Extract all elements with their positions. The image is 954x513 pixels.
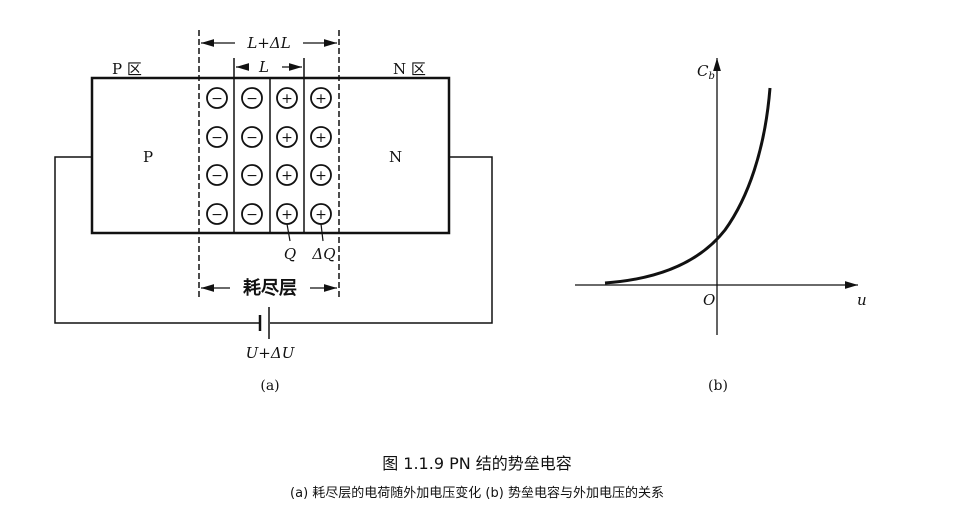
negative-ion-icon — [206, 87, 228, 109]
capacitance-curve — [604, 87, 772, 285]
depletion-label: 耗尽层 — [243, 277, 297, 299]
positive-sign: + — [315, 207, 327, 223]
caption-title: 图 1.1.9 PN 结的势垒电容 — [382, 454, 572, 473]
negative-sign: − — [211, 168, 223, 184]
charge-label: Q — [284, 245, 296, 263]
positive-sign: + — [281, 91, 293, 107]
positive-sign: + — [281, 130, 293, 146]
delta-charge-label: ΔQ — [311, 245, 335, 263]
wire-left — [54, 156, 259, 324]
ion-grid: − − − − − − − − + + + + + + + + — [206, 87, 332, 225]
voltage-label: U+ΔU — [246, 344, 296, 362]
positive-sign: + — [315, 168, 327, 184]
diagram-b-labels: Cb O u (b) — [697, 62, 867, 394]
positive-ion-icon — [276, 87, 298, 109]
negative-ion-icon — [241, 87, 263, 109]
pn-junction-diagram — [54, 30, 493, 339]
y-axis-label: Cb — [697, 62, 715, 82]
p-region-label: P 区 — [112, 60, 142, 78]
negative-sign: − — [211, 130, 223, 146]
x-axis-label: u — [857, 291, 867, 309]
positive-sign: + — [315, 91, 327, 107]
charge-leader-q — [286, 223, 291, 242]
negative-sign: − — [246, 91, 258, 107]
sublabel-b: (b) — [708, 378, 728, 394]
capacitance-graph — [575, 58, 858, 335]
origin-label: O — [703, 291, 715, 309]
charge-leader-dq — [320, 223, 324, 242]
negative-sign: − — [211, 91, 223, 107]
positive-ion-icon — [310, 164, 332, 186]
diagram-a-labels: P 区 N 区 P N L+ΔL L Q ΔQ 耗尽层 U+ΔU (a) — [112, 34, 426, 394]
positive-sign: + — [315, 130, 327, 146]
negative-ion-icon — [206, 164, 228, 186]
negative-ion-icon — [206, 126, 228, 148]
outer-width-label: L+ΔL — [246, 34, 290, 52]
negative-sign: − — [246, 168, 258, 184]
positive-ion-icon — [310, 203, 332, 225]
sublabel-a: (a) — [260, 378, 279, 394]
n-label: N — [389, 148, 402, 166]
negative-ion-icon — [241, 126, 263, 148]
inner-width-label: L — [258, 58, 269, 76]
wire-right — [270, 156, 493, 324]
p-label: P — [143, 148, 153, 166]
positive-ion-icon — [310, 126, 332, 148]
negative-ion-icon — [241, 203, 263, 225]
caption-subtitle: (a) 耗尽层的电荷随外加电压变化 (b) 势垒电容与外加电压的关系 — [290, 486, 664, 501]
negative-sign: − — [246, 130, 258, 146]
positive-sign: + — [281, 207, 293, 223]
positive-ion-icon — [276, 126, 298, 148]
positive-ion-icon — [276, 164, 298, 186]
negative-ion-icon — [206, 203, 228, 225]
negative-sign: − — [211, 207, 223, 223]
positive-ion-icon — [276, 203, 298, 225]
n-region-label: N 区 — [393, 60, 426, 78]
positive-ion-icon — [310, 87, 332, 109]
negative-ion-icon — [241, 164, 263, 186]
positive-sign: + — [281, 168, 293, 184]
negative-sign: − — [246, 207, 258, 223]
